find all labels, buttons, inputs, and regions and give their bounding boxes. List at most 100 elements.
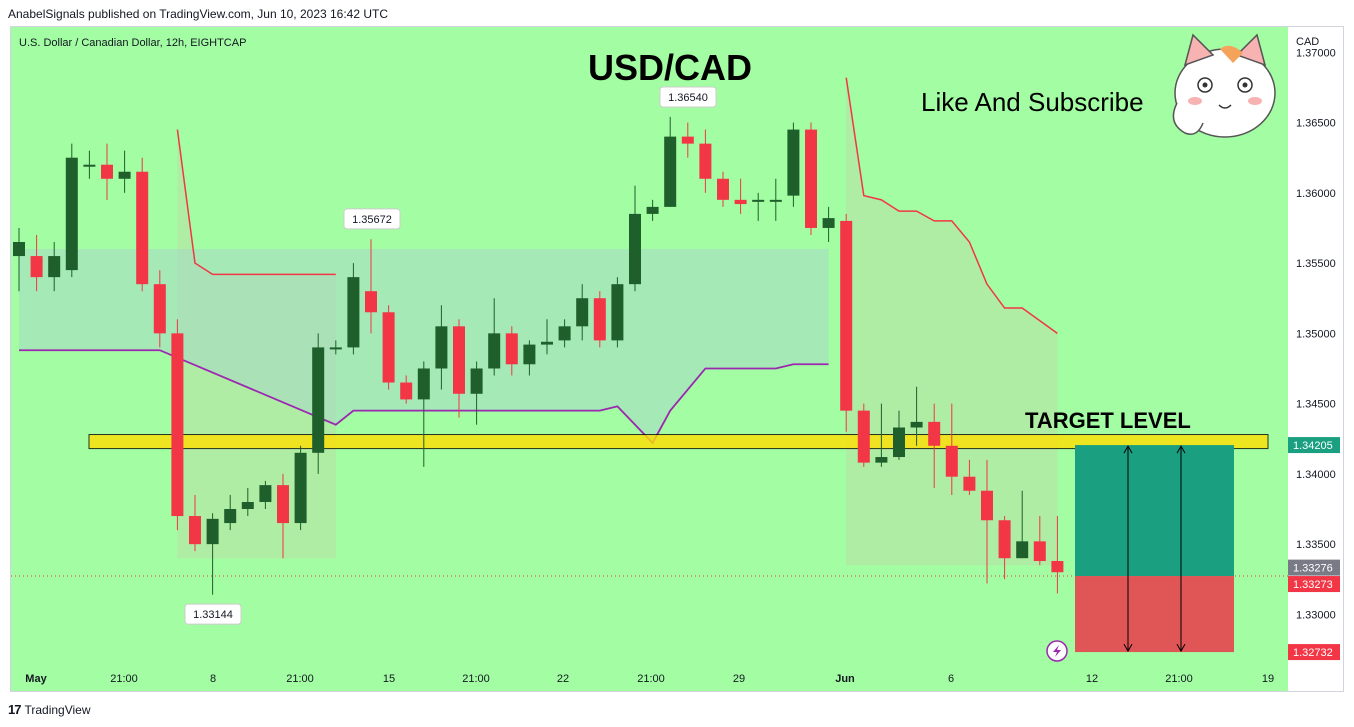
candle-body <box>822 218 835 228</box>
candle-body <box>857 410 870 463</box>
price-callouts: 1.35672 1.36540 1.33144 <box>184 86 717 625</box>
price-tick-label: 1.36000 <box>1296 188 1336 200</box>
price-tick-label: 1.35500 <box>1296 258 1336 270</box>
candle-body <box>48 256 61 278</box>
time-tick-label: 21:00 <box>1165 673 1193 685</box>
candle-body <box>241 501 254 510</box>
target-level-label: TARGET LEVEL <box>1025 408 1191 433</box>
time-tick-label: 6 <box>948 673 954 685</box>
candle-body <box>189 516 201 545</box>
candle-body <box>83 164 96 167</box>
resistance-line-2 <box>845 77 1058 334</box>
candle-body <box>664 136 677 207</box>
candle-body <box>963 476 976 491</box>
candle-body <box>734 199 747 205</box>
candles-layer <box>13 116 1064 595</box>
time-tick-label: 21:00 <box>637 673 665 685</box>
candle-body <box>505 333 518 365</box>
candle-body <box>435 326 448 369</box>
candle-body <box>1051 561 1064 573</box>
candle-body <box>699 143 712 179</box>
price-callout-box <box>343 208 401 230</box>
footer: 17 TradingView <box>8 702 91 717</box>
candle-body <box>153 284 166 334</box>
candle-body <box>787 129 800 196</box>
candle-body <box>593 298 606 341</box>
candle-body <box>523 344 536 365</box>
price-label-badge <box>1288 644 1340 661</box>
candle-body <box>769 199 782 202</box>
candle-body <box>224 509 237 524</box>
position-box <box>1075 445 1234 653</box>
candle-body <box>1016 541 1029 559</box>
candle-body <box>136 171 149 285</box>
time-tick-label: 19 <box>1262 673 1274 685</box>
candle-body <box>347 277 360 348</box>
candle-body <box>717 178 729 200</box>
candle-body <box>893 427 905 458</box>
time-tick-label: 21:00 <box>110 673 138 685</box>
price-callout-text: 1.33144 <box>193 609 233 621</box>
candle-body <box>1033 541 1046 562</box>
stop-loss-zone <box>1075 576 1234 653</box>
candle-body <box>382 312 395 383</box>
price-tick-label: 1.34000 <box>1296 469 1336 481</box>
cat-sticker-icon <box>1172 33 1276 138</box>
candle-body <box>805 129 817 228</box>
candle-body <box>998 520 1011 559</box>
candle-body <box>171 333 184 517</box>
candle-body <box>365 291 377 313</box>
candle-body <box>928 421 941 446</box>
price-tick-label: 1.34500 <box>1296 399 1336 411</box>
time-tick-label: 8 <box>210 673 216 685</box>
candle-body <box>30 256 43 278</box>
chart-title: USD/CAD <box>588 47 752 88</box>
range-arrow-head <box>1123 445 1133 454</box>
price-label-badge <box>1288 437 1340 454</box>
candle-body <box>294 452 307 524</box>
candle-body <box>945 445 958 477</box>
candle-body <box>312 347 325 453</box>
time-tick-label: 21:00 <box>462 673 490 685</box>
price-label-text: 1.34205 <box>1293 440 1333 452</box>
candle-body <box>13 242 25 257</box>
range-arrow-head <box>1123 643 1133 653</box>
time-tick-label: May <box>25 673 47 685</box>
candle-body <box>646 206 659 214</box>
candle-body <box>910 421 923 428</box>
price-callout-box <box>184 603 242 625</box>
resistance-line-1 <box>176 129 336 276</box>
time-tick-label: 15 <box>383 673 395 685</box>
price-chart[interactable]: 1.35672 1.36540 1.33144 1.37000 1.36500 1.36… <box>0 0 1354 700</box>
symbol-line: U.S. Dollar / Canadian Dollar, 12h, EIGH… <box>19 37 246 49</box>
range-arrow-head <box>1176 445 1186 454</box>
price-label-text: 1.32732 <box>1293 647 1333 659</box>
price-label-badge <box>1288 576 1340 593</box>
currency-label: CAD <box>1296 36 1319 48</box>
price-callout-text: 1.36540 <box>668 92 708 104</box>
candle-body <box>453 326 465 394</box>
target-level-rect <box>88 434 1269 450</box>
lightning-icon[interactable] <box>1046 640 1068 662</box>
candle-body <box>329 347 342 350</box>
time-tick-label: 12 <box>1086 673 1098 685</box>
candle-body <box>611 284 624 341</box>
chart-frame[interactable] <box>10 26 1344 692</box>
time-tick-label: 29 <box>733 673 745 685</box>
candle-body <box>558 326 571 341</box>
candle-body <box>488 333 501 369</box>
tradingview-logo-icon[interactable]: 17 <box>8 702 22 717</box>
price-tick-label: 1.33500 <box>1296 539 1336 551</box>
time-tick-label: Jun <box>835 673 855 685</box>
candle-body <box>259 485 272 502</box>
candle-body <box>400 382 413 400</box>
price-label-badge <box>1288 559 1340 576</box>
take-profit-zone <box>1075 445 1234 577</box>
candle-body <box>101 164 113 179</box>
time-tick-label: 22 <box>557 673 569 685</box>
candle-body <box>576 298 589 327</box>
published-line: AnabelSignals published on TradingView.c… <box>8 7 389 21</box>
range-arrow-head <box>1176 643 1186 653</box>
price-tick-label: 1.33000 <box>1296 609 1336 621</box>
candle-body <box>65 157 78 271</box>
